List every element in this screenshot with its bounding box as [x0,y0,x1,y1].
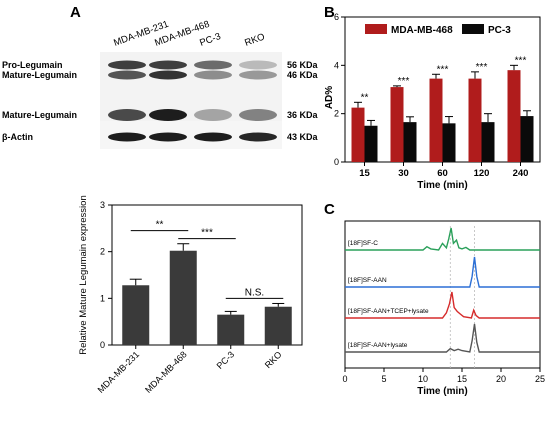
uptake-x-tick-label: 120 [474,168,490,179]
blot-row-label: β-Actin [2,132,33,142]
quant-bar [169,250,197,345]
quant-bar [264,306,292,345]
blot-band [108,109,146,121]
blot-band [149,132,187,142]
uptake-legend-label: MDA-MB-468 [391,25,453,36]
blot-lane-label: PC-3 [198,31,222,49]
uptake-y-tick-label: 6 [334,12,339,22]
hplc-trace-label: [18F]SF-AAN+TCEP+lysate [348,308,429,315]
blot-band [149,70,187,80]
blot-mw-label: 56 KDa [287,60,319,70]
blot-quant-chart: 0 1 2 3 Relative Mature Legumain expression M… [78,195,303,395]
quant-y-tick-label: 0 [100,340,105,350]
hplc-x-tick-label: 0 [342,374,347,384]
uptake-y-tick-label: 4 [334,60,339,70]
uptake-x-tick-label: 240 [513,168,529,179]
quant-x-tick-label: PC-3 [215,349,237,371]
blot-mw-label: 36 KDa [287,110,319,120]
blot-mw-label: 46 KDa [287,70,319,80]
blot-band [239,109,277,121]
uptake-bar [364,125,378,162]
quant-y-tick-label: 2 [100,247,105,257]
blot-band [239,60,277,70]
uptake-bar [390,87,404,162]
uptake-x-tick-label: 60 [437,168,448,179]
hplc-trace [345,323,540,353]
uptake-bar [351,107,365,162]
uptake-significance-label: *** [476,62,488,73]
uptake-bar [468,78,482,162]
hplc-x-tick-label: 20 [496,374,506,384]
blot-row-label: Mature-Legumain [2,110,77,120]
hplc-trace [345,227,540,251]
blot-mw-label: 43 KDa [287,132,319,142]
hplc-trace-label: [18F]SF-AAN [348,277,387,284]
hplc-x-axis-label: Time (min) [417,386,467,397]
uptake-legend-label: PC-3 [488,25,511,36]
uptake-chart: 0 2 4 6 AD% 15 ** 30 *** 60 *** 120 *** 240 *** Time (m… [324,12,541,191]
uptake-y-axis-label: AD% [324,86,335,109]
blot-lane-label: RKO [243,31,266,48]
hplc-plot-frame [344,220,541,369]
hplc-x-tick-label: 5 [381,374,386,384]
uptake-x-tick-label: 15 [359,168,370,179]
hplc-trace [345,291,540,319]
uptake-legend-swatch [365,24,387,34]
uptake-bar [442,123,456,162]
uptake-bar [429,78,443,162]
uptake-x-tick-label: 30 [398,168,409,179]
uptake-significance-label: *** [515,55,527,66]
quant-bar [122,285,150,345]
quant-x-tick-label: MDA-MB-468 [143,349,189,395]
blot-band [194,109,232,121]
blot-band [239,132,277,142]
quant-x-tick-label: MDA-MB-231 [96,349,142,395]
uptake-legend-swatch [462,24,484,34]
blot-band [194,132,232,142]
panel-letter-a: A [70,4,81,21]
uptake-bar [507,70,521,162]
uptake-bar [481,122,495,162]
blot-band [149,60,187,70]
panel-letter-b: B [324,4,335,21]
hplc-x-tick-label: 25 [535,374,545,384]
quant-y-tick-label: 1 [100,293,105,303]
hplc-trace-label: [18F]SF-C [348,240,378,247]
blot-band [108,132,146,142]
blot-row-label: Mature-Legumain [2,70,77,80]
quant-significance-label: *** [201,228,213,239]
uptake-bar [403,122,417,162]
quant-bar [217,314,245,345]
quant-significance-label: ** [156,220,164,231]
uptake-significance-label: *** [398,76,410,87]
uptake-y-tick-label: 2 [334,109,339,119]
radio-hplc-chart: 0 5 10 15 20 25 Time (min) [18F]SF-C [18F]SF-AAN… [342,220,545,397]
uptake-significance-label: *** [437,64,449,75]
quant-y-tick-label: 3 [100,200,105,210]
panel-letter-c: C [324,201,335,218]
hplc-x-tick-label: 10 [418,374,428,384]
hplc-x-tick-label: 15 [457,374,467,384]
quant-significance-label: N.S. [245,287,264,298]
hplc-trace [345,256,540,288]
blot-band [108,70,146,80]
uptake-significance-label: ** [361,92,369,103]
quant-x-tick-label: RKO [263,349,284,370]
quant-y-axis-label: Relative Mature Legumain expression [78,195,89,354]
blot-band [194,70,232,80]
hplc-trace-label: [18F]SF-AAN+lysate [348,342,408,349]
blot-band [149,109,187,121]
blot-band [194,60,232,70]
blot-band [239,70,277,80]
uptake-x-axis-label: Time (min) [417,180,467,191]
blot-row-label: Pro-Legumain [2,60,63,70]
uptake-y-tick-label: 0 [334,157,339,167]
quant-plot-frame [111,204,303,346]
uptake-bar [520,116,534,162]
blot-band [108,60,146,70]
